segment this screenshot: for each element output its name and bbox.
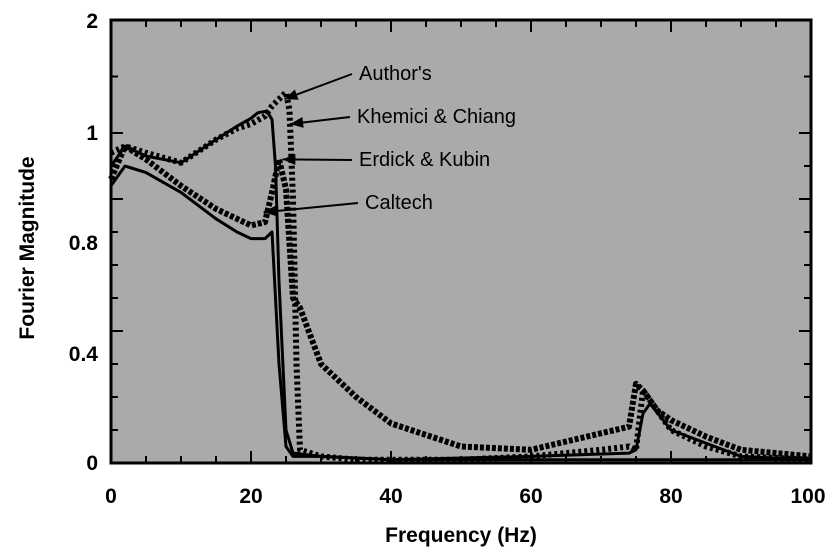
annotation-arrow-head	[290, 117, 304, 128]
annotation-arrow-line	[263, 202, 359, 214]
annotation-label-caltech: Caltech	[365, 192, 433, 214]
annotation-arrows	[263, 73, 359, 217]
annotation-arrow-head	[282, 154, 296, 165]
y-tick-label: 2	[86, 10, 98, 33]
y-tick-label: 0.8	[69, 232, 99, 255]
annotation-label-authors: Author's	[359, 63, 432, 85]
x-tick-label: 20	[239, 485, 262, 508]
y-tick-label: 0	[86, 452, 98, 475]
annotation-label-erdick-kubin: Erdick & Kubin	[359, 149, 490, 171]
annotation-arrow-head	[263, 205, 277, 217]
x-tick-label: 80	[659, 485, 682, 508]
annotation-label-khemici-chiang: Khemici & Chiang	[357, 106, 516, 128]
x-axis-title: Frequency (Hz)	[385, 524, 537, 547]
annotation-arrow-head	[284, 89, 299, 100]
series-group	[108, 89, 812, 463]
y-tick-label: 0.4	[69, 343, 99, 366]
x-tick-label: 0	[105, 485, 117, 508]
y-tick-label: 1	[86, 122, 98, 145]
x-tick-label: 60	[519, 485, 542, 508]
x-tick-label: 40	[379, 485, 402, 508]
series-line-khemici-chiang	[109, 110, 812, 462]
series-line-caltech	[109, 164, 811, 462]
series-line-erdick-kubin	[108, 143, 812, 460]
x-tick-label: 100	[790, 485, 825, 508]
y-axis-title: Fourier Magnitude	[16, 156, 39, 339]
plot-area	[109, 18, 813, 465]
